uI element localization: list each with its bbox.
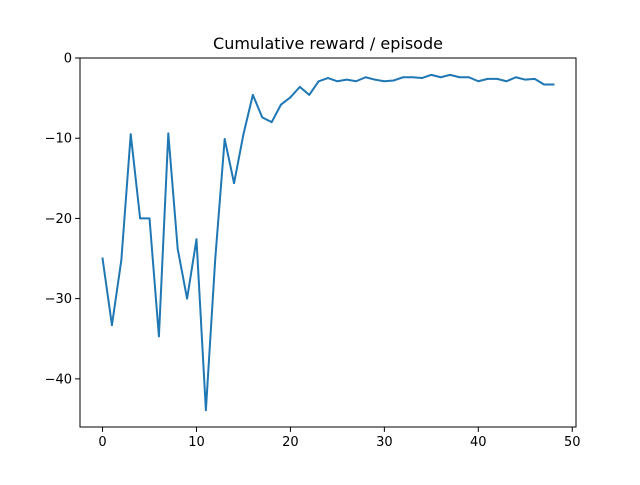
data-point [402,76,405,79]
x-axis: 0 10 20 30 40 50 [98,427,581,450]
data-point [392,79,395,82]
data-point [195,238,198,241]
data-point [280,103,282,106]
data-point [496,77,498,80]
data-point [204,409,207,412]
y-tick-label: −10 [45,132,72,147]
data-point [411,76,414,79]
data-point [261,116,264,119]
y-axis: 0 −10 −20 −30 −40 [45,52,80,387]
y-tick-label: −40 [45,372,72,387]
data-point [270,121,273,124]
y-tick-label: −30 [45,292,72,307]
data-point [364,76,367,79]
data-point [223,138,226,140]
data-point [317,80,320,83]
data-point [458,76,461,79]
data-point [486,77,489,80]
data-point [298,85,301,88]
y-tick-label: −20 [45,212,72,227]
data-point [439,76,442,79]
x-tick-label: 0 [98,435,106,450]
data-point [374,78,376,81]
data-point [477,80,480,83]
x-tick-label: 50 [564,435,581,450]
data-point [345,78,348,81]
data-point [514,76,517,79]
x-tick-label: 30 [376,435,393,450]
data-point [336,80,339,83]
chart-title: Cumulative reward / episode [213,34,443,53]
data-point [233,182,235,185]
data-point [543,83,545,86]
data-point [101,257,104,260]
x-tick-label: 20 [282,435,299,450]
data-point [120,259,123,262]
data-point [111,324,113,327]
data-point [552,83,555,86]
data-point [251,94,254,96]
data-point [449,73,452,76]
data-point [524,78,527,81]
x-tick-label: 40 [470,435,487,450]
data-point [176,248,179,250]
data-point [505,80,508,83]
data-point [327,77,329,79]
y-tick-label: 0 [64,52,72,67]
data-point [242,133,245,136]
data-point [214,257,217,260]
data-point [289,96,292,99]
plot-frame [79,57,577,428]
data-point [139,217,142,220]
data-point [533,77,536,80]
data-point [148,217,151,220]
data-point [158,335,160,338]
data-point [129,133,132,136]
data-point [468,76,470,79]
x-tick-label: 10 [188,435,205,450]
data-point [421,77,423,79]
data-point [308,94,311,96]
plot-area [80,58,576,427]
series-layer [101,73,555,412]
data-point [355,80,358,83]
data-point [430,73,433,76]
data-point [383,80,386,83]
data-point [167,132,170,135]
data-point [186,297,188,300]
